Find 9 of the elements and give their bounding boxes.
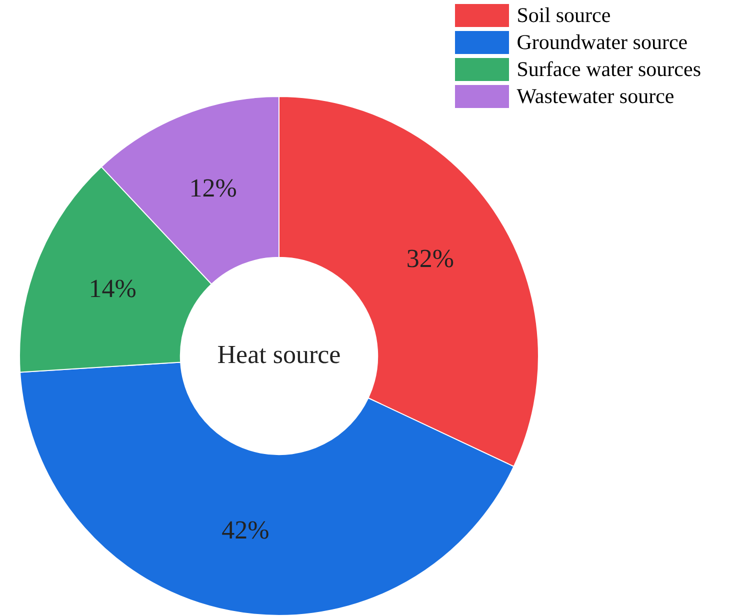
data-label: 14% [88,274,136,303]
legend-label: Soil source [516,2,611,29]
text: Heat source [217,340,341,369]
data-label: 12% [189,173,237,202]
legend-label: Groundwater source [516,29,688,56]
legend-label: Surface water sources [516,56,701,83]
data-label: 32% [406,244,454,273]
legend-label: Wastewater source [516,83,674,110]
data-label: 42% [222,516,270,545]
